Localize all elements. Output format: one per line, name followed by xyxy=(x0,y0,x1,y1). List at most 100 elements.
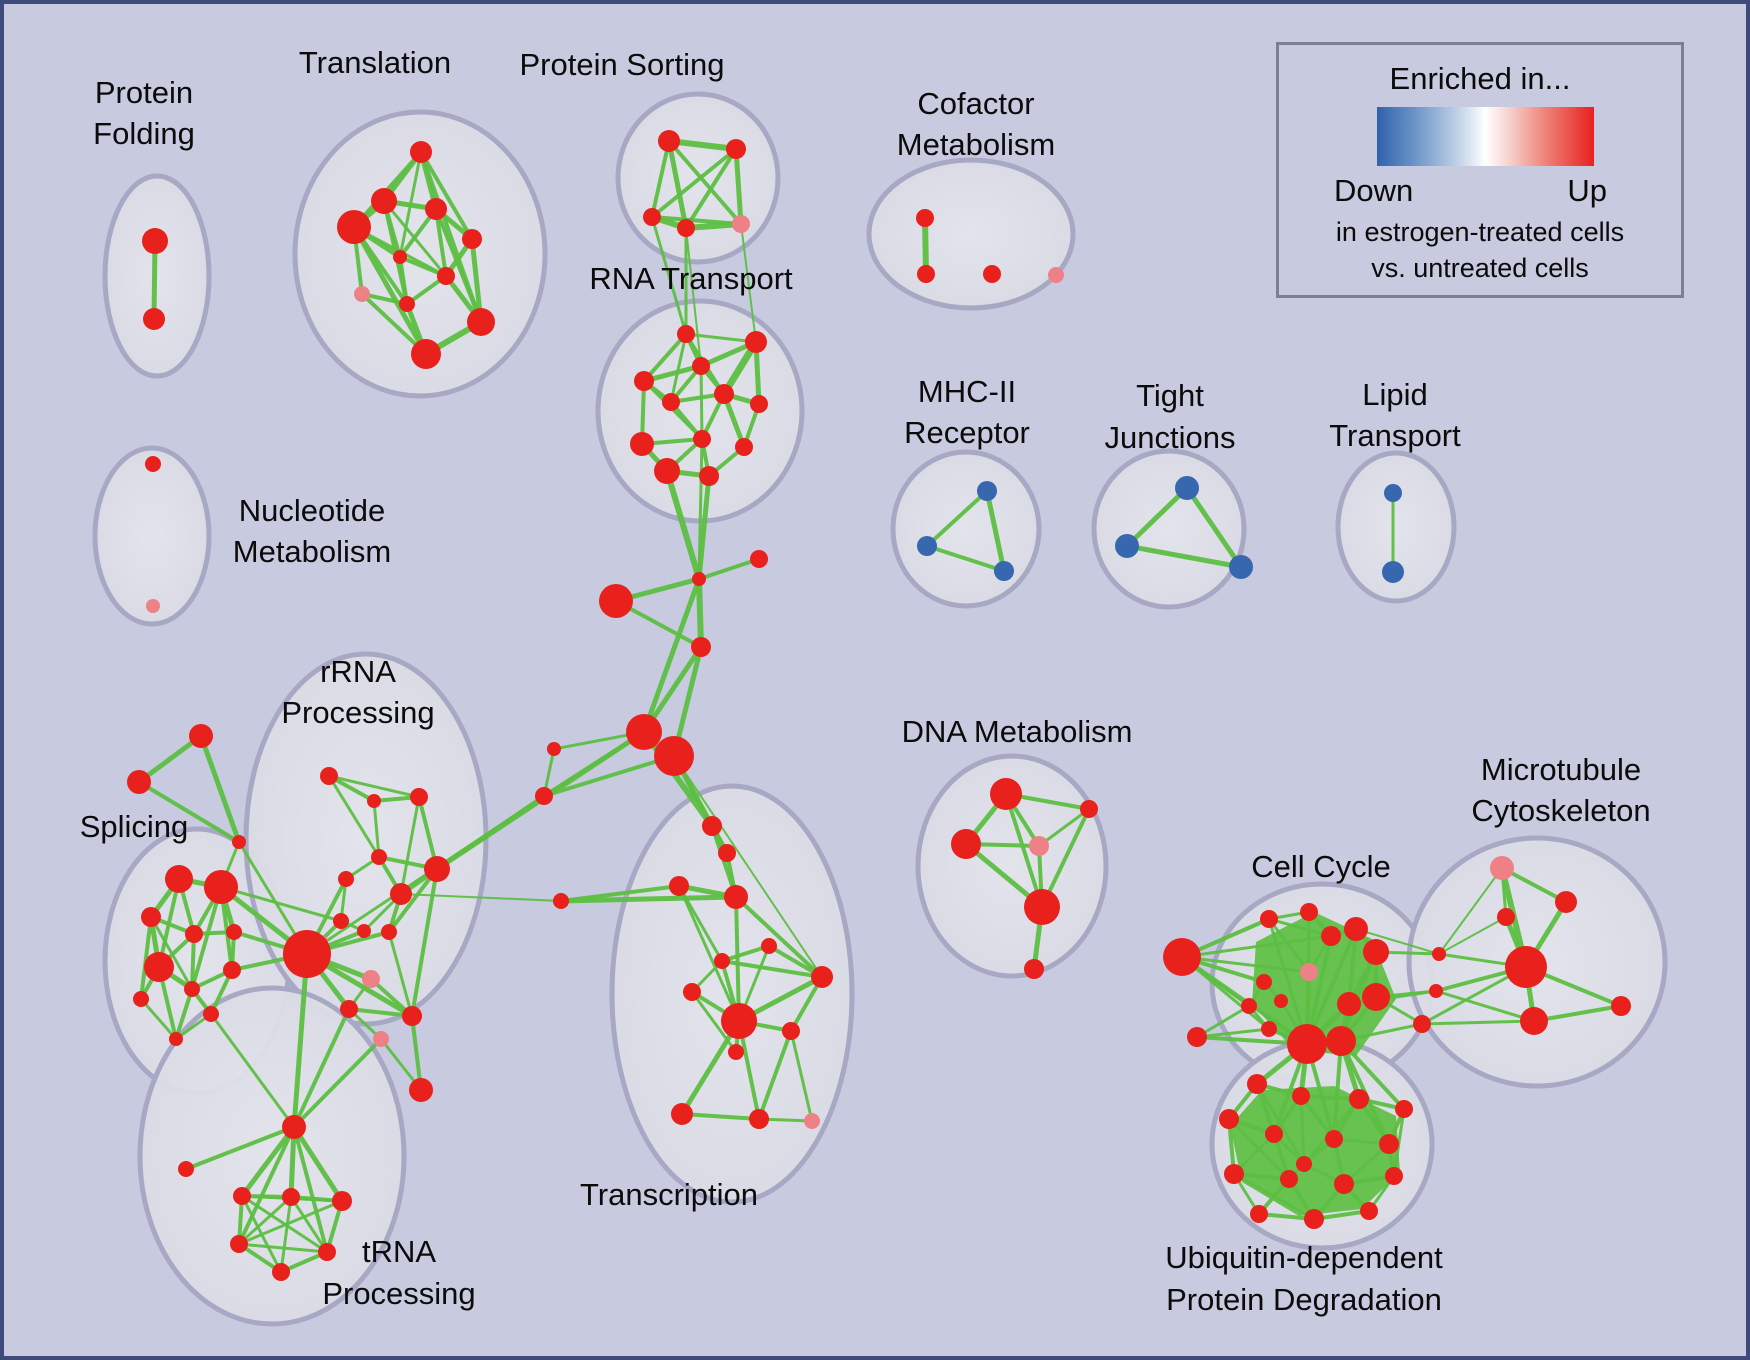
node-k15 xyxy=(340,1000,358,1018)
node-u11 xyxy=(1385,1167,1403,1185)
node-k8 xyxy=(357,924,371,938)
cluster-ellipse-mhc-ii-receptor xyxy=(890,449,1042,609)
node-x14 xyxy=(804,1113,820,1129)
edge-j0-j1 xyxy=(1124,485,1190,549)
edge-u1-u6 xyxy=(1299,1094,1336,1141)
node-d5 xyxy=(1024,959,1044,979)
node-s6 xyxy=(184,981,200,997)
node-t0 xyxy=(410,141,432,163)
node-s1 xyxy=(204,870,238,904)
node-j0 xyxy=(1175,476,1199,500)
cluster-ellipse-lipid-transport xyxy=(1335,450,1457,604)
node-s3 xyxy=(185,925,203,943)
edge-h3-h6 xyxy=(289,1195,329,1254)
edge-r10-q0 xyxy=(664,468,702,582)
node-t7 xyxy=(354,286,370,302)
cluster-label-cell-cycle: Cell Cycle xyxy=(1251,849,1391,884)
edge-d1-d4 xyxy=(1040,807,1091,909)
node-k3 xyxy=(371,849,387,865)
edge-s6-s9 xyxy=(174,987,194,1041)
edge-q0-q4 xyxy=(641,576,702,735)
edge-r0-r3 xyxy=(642,332,688,383)
node-x5 xyxy=(761,938,777,954)
cluster-label-mhc-ii-receptor-line1: MHC-II xyxy=(918,374,1016,409)
node-e10 xyxy=(1274,994,1288,1008)
edge-k5-k9 xyxy=(387,867,439,934)
node-w4 xyxy=(1497,908,1515,926)
node-k0 xyxy=(320,767,338,785)
node-u4 xyxy=(1219,1109,1239,1129)
edge-e2-e7 xyxy=(1267,917,1311,974)
cluster-ellipse-nucleotide-metabolism xyxy=(92,445,212,627)
node-u8 xyxy=(1224,1164,1244,1184)
legend-down-label: Down xyxy=(1334,173,1414,208)
node-u1 xyxy=(1292,1087,1310,1105)
edge-q7-q4 xyxy=(542,730,646,798)
edge-e1-e9 xyxy=(1195,1004,1251,1039)
node-w6 xyxy=(1520,1007,1548,1035)
edge-j0-j2 xyxy=(1184,485,1244,570)
edge-e5-w0 xyxy=(1355,928,1440,955)
node-e7 xyxy=(1300,963,1318,981)
node-e4 xyxy=(1321,926,1341,946)
cluster-label-rrna-processing-line1: rRNA xyxy=(320,654,396,689)
node-w2 xyxy=(1413,1015,1431,1033)
cluster-label-tight-junctions-line2: Junctions xyxy=(1105,420,1236,455)
node-e5 xyxy=(1344,917,1368,941)
edge-x8-x12 xyxy=(679,1018,742,1117)
edge-k0-k3 xyxy=(327,774,381,859)
node-x4 xyxy=(553,893,569,909)
edge-h0-h6 xyxy=(292,1125,329,1254)
node-u2 xyxy=(1349,1089,1369,1109)
edge-e0-e4 xyxy=(1180,934,1333,959)
edge-x10-x14 xyxy=(789,1029,814,1123)
legend: Enriched in... Down Up in estrogen-treat… xyxy=(1276,42,1684,298)
node-s9 xyxy=(169,1032,183,1046)
node-j1 xyxy=(1115,534,1139,558)
edge-x6-x9 xyxy=(720,959,824,979)
edge-r8-q0 xyxy=(697,437,704,581)
node-c0 xyxy=(916,209,934,227)
node-t9 xyxy=(467,308,495,336)
node-u12 xyxy=(1250,1205,1268,1223)
node-q0 xyxy=(692,572,706,586)
node-q6 xyxy=(547,742,561,756)
node-s10 xyxy=(133,991,149,1007)
node-t2 xyxy=(337,210,371,244)
edge-e2-e4 xyxy=(1267,917,1333,938)
edge-a0-a1 xyxy=(136,733,204,785)
node-h4 xyxy=(332,1191,352,1211)
cluster-label-dna-metabolism: DNA Metabolism xyxy=(902,714,1133,749)
edge-s1-k7 xyxy=(219,885,343,923)
node-k7 xyxy=(333,913,349,929)
node-h0 xyxy=(282,1115,306,1139)
cluster-label-nucleotide-metabolism-line1: Nucleotide xyxy=(239,493,385,528)
node-u13 xyxy=(1304,1209,1324,1229)
edge-r0-r1 xyxy=(684,332,758,344)
node-k12 xyxy=(362,970,380,988)
edge-d0-d4 xyxy=(1004,792,1044,909)
edge-h0-s8 xyxy=(209,1012,296,1129)
cluster-ellipse-tight-junctions xyxy=(1091,448,1247,610)
edge-k14-k16 xyxy=(410,1014,423,1092)
edge-w0-w4 xyxy=(1438,916,1507,955)
node-u5 xyxy=(1265,1125,1283,1143)
edge-p1-p2 xyxy=(650,147,738,219)
node-e12 xyxy=(1287,1024,1327,1064)
node-r4 xyxy=(662,393,680,411)
node-k14 xyxy=(409,1078,433,1102)
node-u7 xyxy=(1379,1134,1399,1154)
edge-q7-q5 xyxy=(542,754,676,798)
node-x1 xyxy=(718,844,736,862)
node-j2 xyxy=(1229,555,1253,579)
edge-w1-w6 xyxy=(1434,989,1536,1023)
node-t10 xyxy=(411,339,441,369)
edge-k9-k16 xyxy=(387,930,414,1018)
node-r6 xyxy=(750,395,768,413)
node-a0 xyxy=(189,724,213,748)
edge-j1-j2 xyxy=(1124,543,1244,570)
node-c3 xyxy=(1048,267,1064,283)
edge-k6-x4 xyxy=(400,893,562,902)
edge-x5-x6 xyxy=(720,944,771,963)
